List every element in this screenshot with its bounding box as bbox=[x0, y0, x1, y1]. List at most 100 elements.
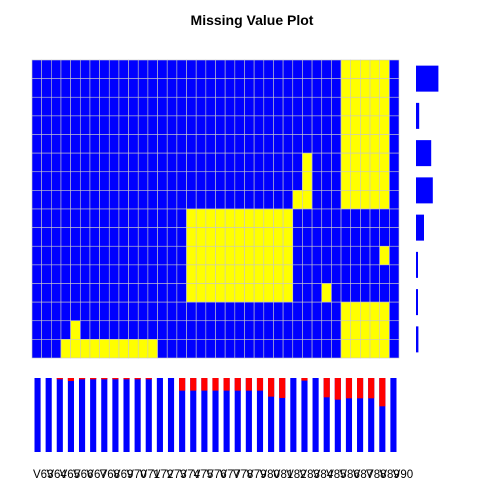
missing-cell bbox=[369, 96, 380, 117]
column-present-bar bbox=[256, 378, 264, 452]
present-cell bbox=[166, 78, 178, 98]
present-cell bbox=[118, 264, 129, 284]
present-cell bbox=[137, 301, 149, 322]
missing-cell bbox=[253, 245, 265, 266]
present-cell bbox=[79, 190, 91, 210]
present-cell bbox=[157, 134, 168, 154]
present-cell bbox=[321, 134, 332, 154]
present-cell bbox=[282, 339, 294, 359]
variable-label: V63 bbox=[33, 469, 53, 481]
column-present-bar bbox=[101, 378, 108, 452]
present-cell bbox=[108, 320, 120, 340]
missing-cell bbox=[340, 115, 352, 135]
present-cell bbox=[79, 264, 91, 284]
present-cell bbox=[379, 208, 390, 228]
present-cell bbox=[379, 264, 390, 284]
missing-cell bbox=[369, 115, 380, 135]
present-cell bbox=[302, 96, 313, 117]
present-cell bbox=[186, 339, 197, 359]
present-cell bbox=[195, 171, 207, 191]
present-cell bbox=[234, 59, 245, 79]
present-cell bbox=[60, 96, 71, 117]
present-cell bbox=[99, 115, 110, 135]
present-cell bbox=[51, 245, 62, 266]
present-cell bbox=[60, 171, 71, 191]
missing-cell bbox=[282, 283, 294, 303]
present-cell bbox=[234, 190, 245, 210]
column-present-bar bbox=[156, 378, 163, 452]
present-cell bbox=[108, 227, 120, 247]
present-cell bbox=[51, 283, 62, 303]
missing-cell bbox=[244, 245, 255, 266]
present-cell bbox=[70, 227, 81, 247]
present-cell bbox=[292, 152, 303, 173]
present-cell bbox=[41, 96, 52, 117]
missing-cell bbox=[350, 78, 361, 98]
present-cell bbox=[70, 283, 81, 303]
present-cell bbox=[51, 59, 62, 79]
column-present-bar bbox=[78, 378, 86, 452]
column-present-bar bbox=[56, 378, 63, 452]
column-missing-bar bbox=[268, 378, 275, 397]
variable-label: V84 bbox=[313, 469, 334, 481]
present-cell bbox=[99, 134, 110, 154]
present-cell bbox=[157, 208, 168, 228]
present-cell bbox=[60, 320, 71, 340]
present-cell bbox=[389, 339, 400, 359]
row-missing-bar bbox=[416, 214, 424, 241]
missing-cell bbox=[360, 96, 371, 117]
present-cell bbox=[195, 320, 207, 340]
present-cell bbox=[99, 245, 110, 266]
column-present-bar bbox=[390, 378, 397, 452]
present-cell bbox=[302, 245, 313, 266]
present-cell bbox=[186, 96, 197, 117]
missing-cell bbox=[215, 283, 226, 303]
column-missing-bar bbox=[90, 378, 97, 380]
present-cell bbox=[147, 301, 158, 322]
present-cell bbox=[244, 115, 255, 135]
present-cell bbox=[234, 171, 245, 191]
present-cell bbox=[331, 78, 342, 98]
missing-cell bbox=[340, 59, 352, 79]
missing-cell bbox=[234, 227, 245, 247]
missing-cell bbox=[205, 245, 216, 266]
present-cell bbox=[331, 152, 342, 173]
present-cell bbox=[128, 283, 139, 303]
present-cell bbox=[60, 227, 71, 247]
present-cell bbox=[389, 283, 400, 303]
present-cell bbox=[176, 78, 187, 98]
column-present-bar bbox=[201, 378, 208, 452]
present-cell bbox=[331, 190, 342, 210]
present-cell bbox=[244, 78, 255, 98]
present-cell bbox=[176, 134, 187, 154]
column-present-bar bbox=[379, 378, 386, 452]
present-cell bbox=[89, 245, 100, 266]
present-cell bbox=[195, 96, 207, 117]
missing-cell bbox=[379, 171, 390, 191]
missing-cell bbox=[186, 208, 197, 228]
present-cell bbox=[99, 96, 110, 117]
present-cell bbox=[350, 245, 361, 266]
present-cell bbox=[282, 171, 294, 191]
present-cell bbox=[89, 190, 100, 210]
present-cell bbox=[224, 339, 236, 359]
missing-cell bbox=[292, 190, 303, 210]
column-missing-bar bbox=[179, 378, 186, 391]
present-cell bbox=[137, 171, 149, 191]
present-cell bbox=[302, 283, 313, 303]
present-cell bbox=[389, 190, 400, 210]
missing-cell bbox=[205, 227, 216, 247]
present-cell bbox=[137, 283, 149, 303]
present-cell bbox=[108, 264, 120, 284]
present-cell bbox=[389, 59, 400, 79]
missing-cell bbox=[350, 190, 361, 210]
present-cell bbox=[321, 245, 332, 266]
present-cell bbox=[253, 78, 265, 98]
missing-cell bbox=[360, 339, 371, 359]
column-present-bar bbox=[34, 378, 41, 452]
missing-cell bbox=[360, 320, 371, 340]
present-cell bbox=[176, 320, 187, 340]
present-cell bbox=[147, 190, 158, 210]
present-cell bbox=[89, 264, 100, 284]
present-cell bbox=[70, 301, 81, 322]
